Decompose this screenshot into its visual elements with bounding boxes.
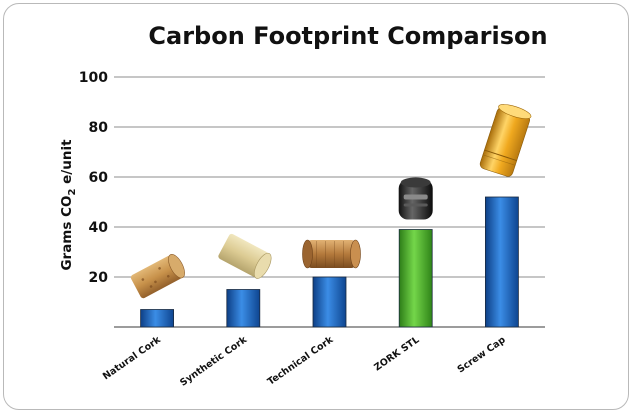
- x-tick-label: Screw Cap: [456, 334, 508, 375]
- bar-synthetic-cork: [226, 289, 261, 328]
- zork-stl-closure-icon: [398, 177, 433, 220]
- bars: [140, 196, 519, 328]
- y-tick-label: 40: [89, 220, 109, 236]
- bar-technical-cork: [312, 276, 347, 328]
- carbon-footprint-chart: Carbon Footprint Comparison Grams CO2 e/…: [59, 22, 548, 389]
- x-tick-label: Synthetic Cork: [178, 334, 249, 389]
- screw-cap-icon: [479, 104, 532, 177]
- x-tick-label: ZORK STL: [372, 334, 421, 373]
- bar-zork-stl: [398, 229, 433, 328]
- y-tick-labels: 20 40 60 80 100: [79, 70, 108, 286]
- y-tick-label: 60: [89, 170, 109, 186]
- y-tick-label: 80: [89, 120, 109, 136]
- x-tick-label: Natural Cork: [101, 334, 163, 382]
- technical-cork-icon: [302, 239, 361, 269]
- y-axis-label-subscript: 2: [67, 189, 78, 196]
- product-icons: [130, 104, 532, 299]
- gridlines: [114, 76, 545, 278]
- x-tick-label: Technical Cork: [266, 334, 336, 388]
- bar-natural-cork: [140, 309, 175, 328]
- natural-cork-icon: [130, 254, 185, 299]
- y-axis-label-part: e/unit: [59, 139, 75, 189]
- category-labels: Natural Cork Synthetic Cork Technical Cork…: [101, 334, 508, 389]
- y-tick-label: 100: [79, 70, 108, 86]
- bar-screw-cap: [484, 196, 519, 328]
- chart-frame: Carbon Footprint Comparison Grams CO2 e/…: [3, 3, 629, 410]
- y-tick-label: 20: [89, 270, 109, 286]
- synthetic-cork-icon: [218, 233, 272, 279]
- y-axis-label-part: Grams CO: [59, 196, 75, 271]
- y-axis-label: Grams CO2 e/unit: [59, 139, 78, 271]
- chart-title: Carbon Footprint Comparison: [148, 22, 547, 50]
